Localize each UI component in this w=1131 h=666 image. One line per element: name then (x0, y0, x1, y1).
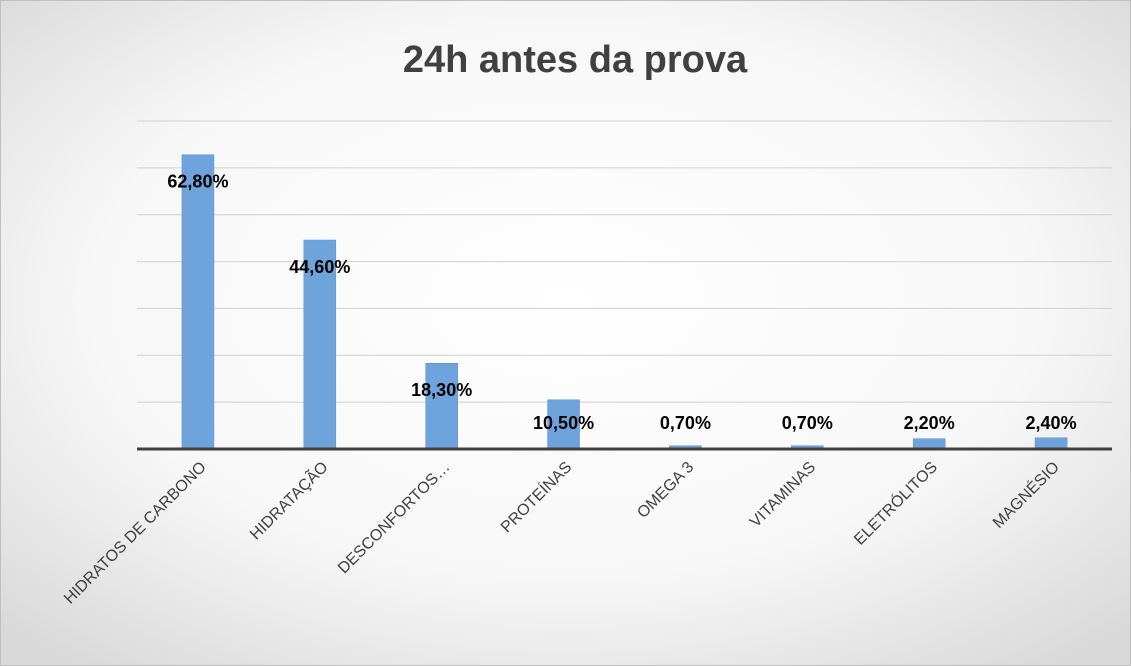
data-label: 10,50% (533, 413, 594, 433)
data-label: 18,30% (411, 380, 472, 400)
bar (181, 154, 215, 450)
bar (303, 239, 337, 450)
data-label: 2,20% (904, 413, 955, 433)
bar (425, 363, 458, 450)
bar (1034, 437, 1068, 450)
data-label: 44,60% (289, 257, 350, 277)
bar (912, 438, 946, 450)
data-label: 2,40% (1026, 413, 1077, 433)
data-label: 62,80% (167, 171, 228, 191)
data-label: 0,70% (782, 413, 833, 433)
bar (547, 399, 580, 450)
data-label: 0,70% (660, 413, 711, 433)
chart-title: 24h antes da prova (403, 39, 748, 81)
